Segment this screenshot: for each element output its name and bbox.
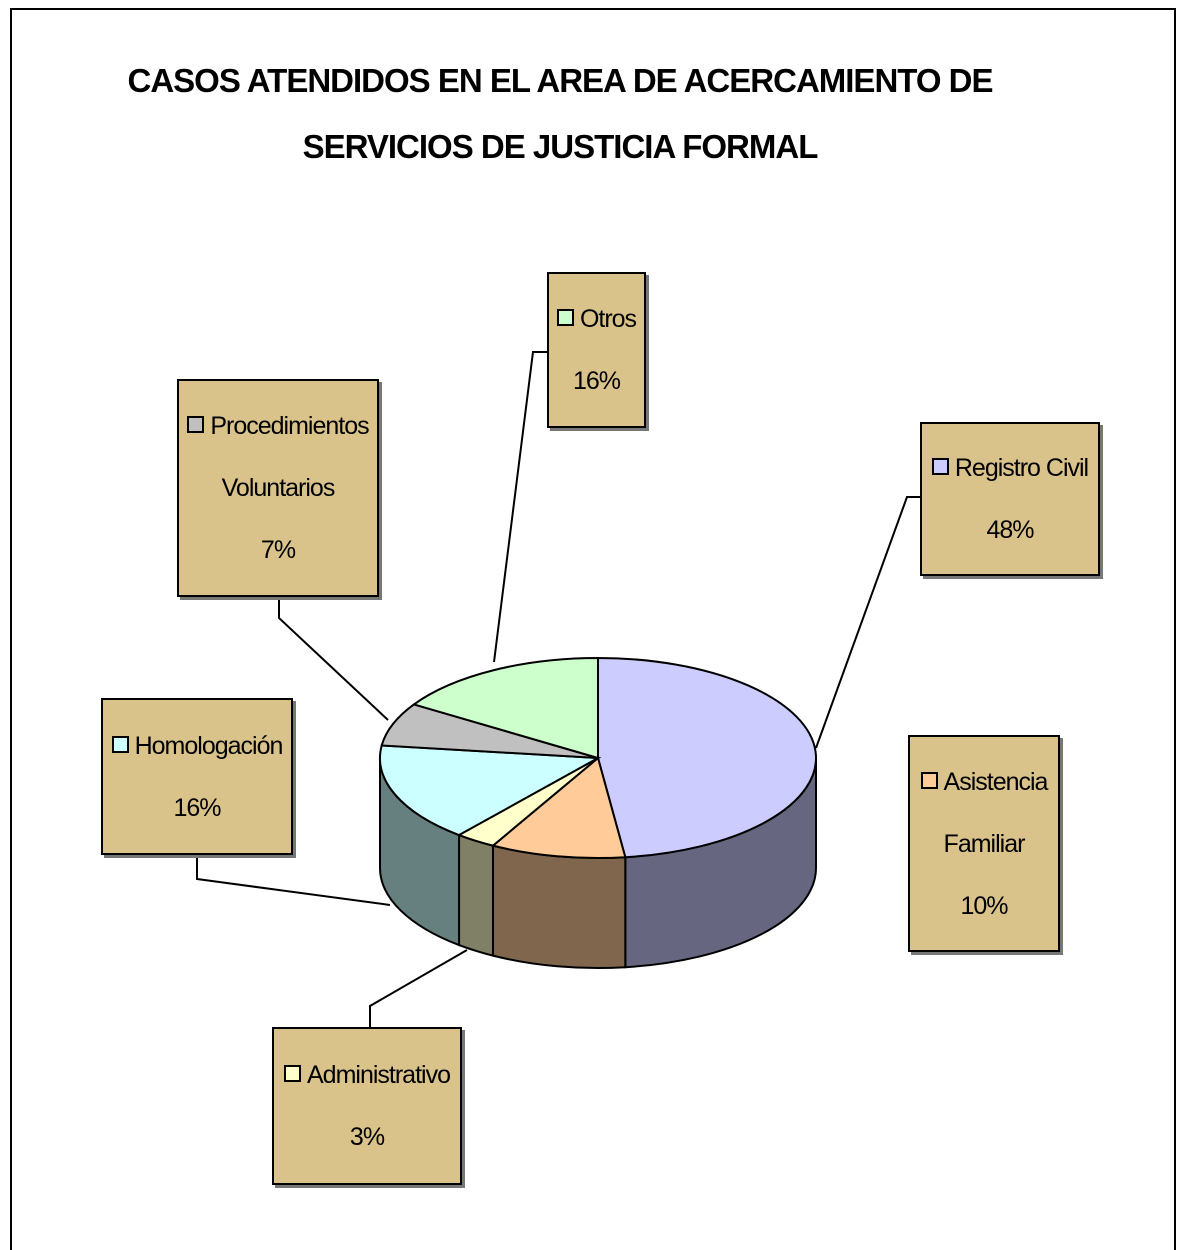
slice xyxy=(379,744,602,837)
data-label: Homologación 16% xyxy=(101,698,293,855)
legend-key xyxy=(111,735,129,753)
label-category-line: Homologación xyxy=(111,715,284,777)
chart-title: CASOS ATENDIDOS EN EL AREA DE ACERCAMIEN… xyxy=(127,62,993,165)
legend-key xyxy=(284,1065,301,1082)
data-label: Administrativo 3% xyxy=(272,1027,462,1185)
label-category: Homologación xyxy=(134,731,284,760)
label-value: 48% xyxy=(986,516,1034,544)
slice xyxy=(597,656,817,859)
chart-frame xyxy=(10,8,1176,1250)
slice-side xyxy=(491,844,627,969)
slice-side xyxy=(458,833,494,957)
label-value: 10% xyxy=(960,891,1008,920)
label-value: 16% xyxy=(173,793,221,822)
label-value: 7% xyxy=(260,536,296,564)
label-category: Procedimientos Voluntarios xyxy=(210,412,369,502)
label-category-line: Procedimientos Voluntarios xyxy=(179,395,377,519)
data-label: Otros 16% xyxy=(547,272,646,428)
data-label: Procedimientos Voluntarios 7% xyxy=(177,379,379,597)
leader-line xyxy=(278,597,389,721)
label-category-line: Asistencia Familiar xyxy=(910,751,1058,875)
data-label: Registro Civil 48% xyxy=(920,422,1100,576)
legend-key xyxy=(187,416,205,433)
slice-sides xyxy=(379,757,817,969)
legend-key xyxy=(931,458,949,475)
label-category-line: Registro Civil xyxy=(931,437,1089,499)
label-category-line: Otros xyxy=(556,288,637,350)
leader-line xyxy=(196,855,391,906)
leader-line xyxy=(815,496,920,749)
leader-line xyxy=(369,949,468,1027)
legend-key xyxy=(920,771,938,789)
label-category-line: Administrativo xyxy=(284,1044,451,1106)
slice xyxy=(411,656,599,760)
leader-lines xyxy=(196,351,920,1027)
label-category: Asistencia Familiar xyxy=(943,767,1049,858)
data-label: Asistencia Familiar 10% xyxy=(908,735,1060,952)
slice-tops xyxy=(379,656,817,859)
leader-line xyxy=(493,351,547,663)
label-value: 16% xyxy=(572,367,621,395)
label-category: Otros xyxy=(579,305,637,333)
label-category: Registro Civil xyxy=(954,454,1089,482)
label-category: Administrativo xyxy=(307,1061,451,1089)
label-value: 3% xyxy=(349,1123,385,1151)
legend-key xyxy=(556,309,574,326)
slice xyxy=(490,756,627,859)
